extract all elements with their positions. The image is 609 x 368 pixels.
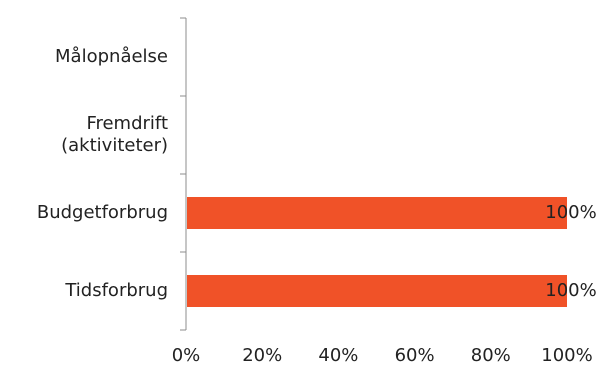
bar-budgetforbrug	[187, 197, 567, 229]
x-tick-label: 40%	[318, 345, 358, 366]
x-tick-label: 60%	[395, 345, 435, 366]
category-label: Fremdrift	[86, 113, 168, 134]
category-labels: Målopnåelse Fremdrift(aktiviteter) Budgetf…	[37, 46, 168, 301]
category-label: (aktiviteter)	[61, 135, 168, 156]
x-tick-label: 100%	[541, 345, 592, 366]
data-label: 100%	[545, 280, 596, 301]
bars	[187, 197, 567, 307]
category-label: Budgetforbrug	[37, 202, 168, 223]
x-tick-labels: 0% 20% 40% 60% 80% 100%	[172, 345, 593, 366]
data-label: 100%	[545, 202, 596, 223]
data-labels: 100% 100%	[545, 202, 596, 301]
category-label: Tidsforbrug	[64, 280, 168, 301]
x-tick-label: 20%	[242, 345, 282, 366]
axes	[180, 17, 187, 331]
category-label: Målopnåelse	[55, 46, 168, 67]
bar-tidsforbrug	[187, 275, 567, 307]
x-tick-label: 80%	[471, 345, 511, 366]
x-tick-label: 0%	[172, 345, 201, 366]
